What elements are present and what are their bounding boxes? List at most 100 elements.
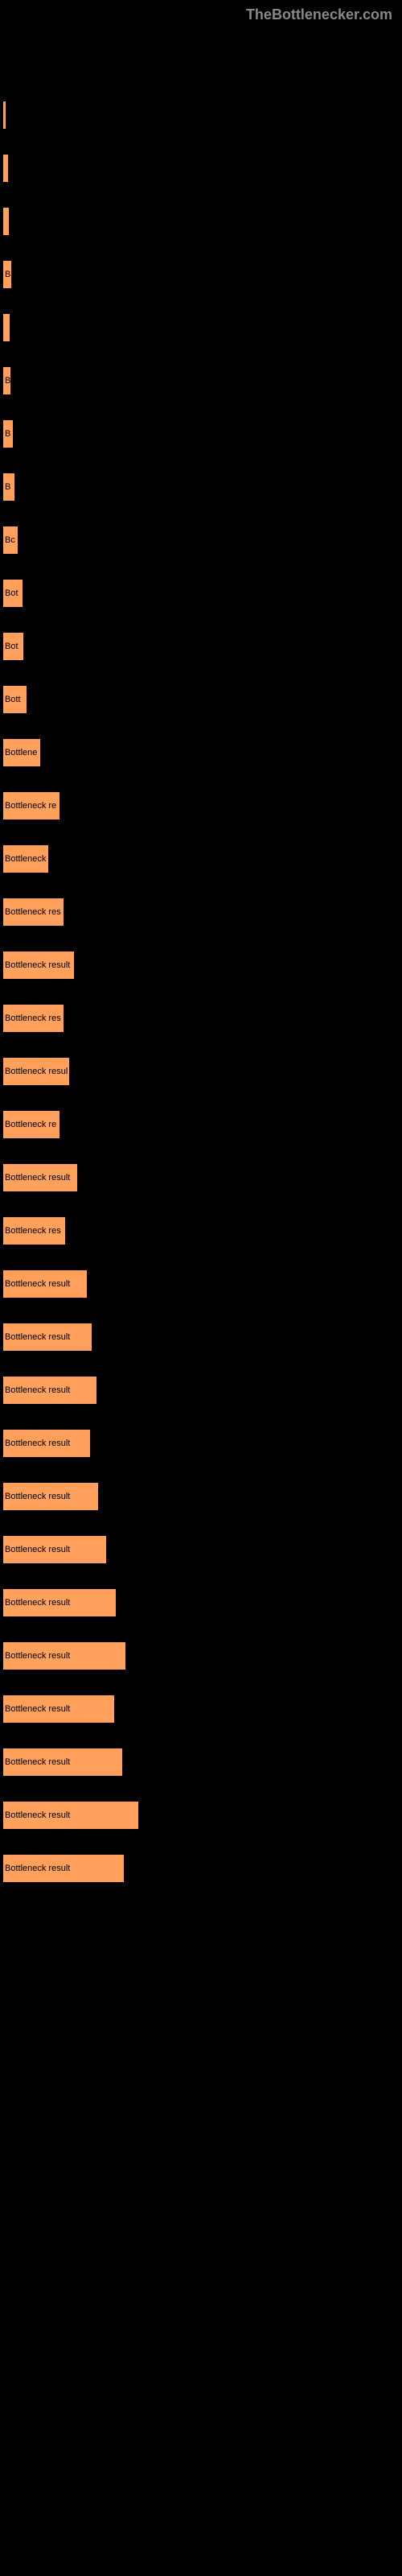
chart-bar: B <box>3 261 11 288</box>
chart-bar: Bottleneck re <box>3 792 59 819</box>
bar-label: Bottleneck result <box>3 1810 70 1820</box>
bar-label: Bottleneck result <box>3 1279 70 1289</box>
bar-label: Bott <box>3 695 21 704</box>
bar-label: Bot <box>3 588 18 598</box>
chart-bar: Bottleneck <box>3 845 48 873</box>
bar-row: Bottleneck result <box>3 1576 402 1629</box>
chart-bar: Bottleneck result <box>3 952 74 979</box>
bar-label: Bottleneck res <box>3 907 61 917</box>
bar-label: Bc <box>3 535 15 545</box>
bar-label: Bottleneck result <box>3 960 70 970</box>
bar-row: B <box>3 248 402 301</box>
bar-row <box>3 195 402 248</box>
chart-bar: Bottleneck result <box>3 1536 106 1563</box>
chart-bar: Bottleneck result <box>3 1430 90 1457</box>
bar-row: Bottleneck result <box>3 1364 402 1417</box>
chart-bar: Bot <box>3 580 23 607</box>
bar-label: Bottlene <box>3 748 37 758</box>
bar-row: Bottleneck re <box>3 779 402 832</box>
chart-bar: Bottleneck res <box>3 1217 65 1245</box>
bar-label: B <box>3 376 10 386</box>
bar-label: B <box>3 429 10 439</box>
bar-label: Bot <box>3 642 18 651</box>
bar-label: Bottleneck result <box>3 1332 70 1342</box>
bar-row: Bottlene <box>3 726 402 779</box>
chart-bar: Bottleneck result <box>3 1695 114 1723</box>
chart-bar <box>3 314 10 341</box>
bar-row: Bottleneck result <box>3 1629 402 1682</box>
bar-row: Bottleneck result <box>3 1789 402 1842</box>
bar-label: Bottleneck res <box>3 1013 61 1023</box>
bar-label: Bottleneck result <box>3 1385 70 1395</box>
bar-row: Bot <box>3 620 402 673</box>
chart-bar: Bottlene <box>3 739 40 766</box>
chart-bar: Bottleneck re <box>3 1111 59 1138</box>
chart-bar: Bottleneck result <box>3 1642 125 1670</box>
bar-row <box>3 142 402 195</box>
chart-bar: B <box>3 367 10 394</box>
bar-label: Bottleneck result <box>3 1545 70 1554</box>
bar-label: Bottleneck result <box>3 1864 70 1873</box>
chart-bar: Bottleneck result <box>3 1589 116 1616</box>
bar-row: Bc <box>3 514 402 567</box>
chart-bar: Bottleneck resul <box>3 1058 69 1085</box>
bar-row: Bottleneck result <box>3 1151 402 1204</box>
chart-bar <box>3 101 6 129</box>
bar-row: Bottleneck result <box>3 1682 402 1736</box>
chart-bar <box>3 155 8 182</box>
chart-bar: Bottleneck result <box>3 1323 92 1351</box>
bar-row: B <box>3 354 402 407</box>
bar-label: Bottleneck resul <box>3 1067 68 1076</box>
bar-label: Bottleneck result <box>3 1598 70 1608</box>
bar-row: Bottleneck result <box>3 1257 402 1311</box>
bar-label: Bottleneck <box>3 854 46 864</box>
bar-row: Bottleneck result <box>3 939 402 992</box>
chart-bar: Bottleneck result <box>3 1270 87 1298</box>
chart-bar: Bott <box>3 686 27 713</box>
bar-label: Bottleneck result <box>3 1704 70 1714</box>
bar-row: Bottleneck result <box>3 1523 402 1576</box>
bar-label: Bottleneck res <box>3 1226 61 1236</box>
bar-label: Bottleneck result <box>3 1492 70 1501</box>
bar-label: Bottleneck result <box>3 1651 70 1661</box>
bar-row <box>3 89 402 142</box>
chart-bar: Bot <box>3 633 23 660</box>
bar-row: Bottleneck res <box>3 1204 402 1257</box>
bar-row: Bottleneck re <box>3 1098 402 1151</box>
bar-row: Bottleneck res <box>3 992 402 1045</box>
chart-bar: Bottleneck result <box>3 1802 138 1829</box>
bar-row: Bottleneck resul <box>3 1045 402 1098</box>
chart-bar: Bottleneck result <box>3 1748 122 1776</box>
bar-row: B <box>3 407 402 460</box>
bar-row: B <box>3 460 402 514</box>
watermark-text: TheBottlenecker.com <box>246 6 392 23</box>
bar-row: Bottleneck result <box>3 1311 402 1364</box>
chart-bar: Bottleneck res <box>3 898 64 926</box>
bar-row: Bottleneck result <box>3 1417 402 1470</box>
chart-bar: Bottleneck result <box>3 1855 124 1882</box>
bar-row: Bottleneck result <box>3 1470 402 1523</box>
chart-bar: B <box>3 420 13 448</box>
bar-row: Bottleneck result <box>3 1842 402 1895</box>
bar-label: B <box>3 270 10 279</box>
bar-row <box>3 301 402 354</box>
bar-chart: B B B B Bc Bot Bot Bott Bottlene Bottleneck re Bot… <box>0 0 402 1927</box>
bar-label: B <box>3 482 10 492</box>
chart-bar <box>3 208 9 235</box>
chart-bar: Bottleneck res <box>3 1005 64 1032</box>
bar-label: Bottleneck re <box>3 1120 56 1129</box>
bar-row: Bottleneck result <box>3 1736 402 1789</box>
chart-bar: Bottleneck result <box>3 1377 96 1404</box>
chart-bar: Bottleneck result <box>3 1483 98 1510</box>
bar-label: Bottleneck result <box>3 1439 70 1448</box>
chart-bar: B <box>3 473 14 501</box>
bar-row: Bott <box>3 673 402 726</box>
chart-bar: Bc <box>3 526 18 554</box>
chart-bar: Bottleneck result <box>3 1164 77 1191</box>
bar-label: Bottleneck re <box>3 801 56 811</box>
bar-row: Bottleneck res <box>3 886 402 939</box>
bar-row: Bot <box>3 567 402 620</box>
bar-label: Bottleneck result <box>3 1173 70 1183</box>
bar-row: Bottleneck <box>3 832 402 886</box>
bar-label: Bottleneck result <box>3 1757 70 1767</box>
